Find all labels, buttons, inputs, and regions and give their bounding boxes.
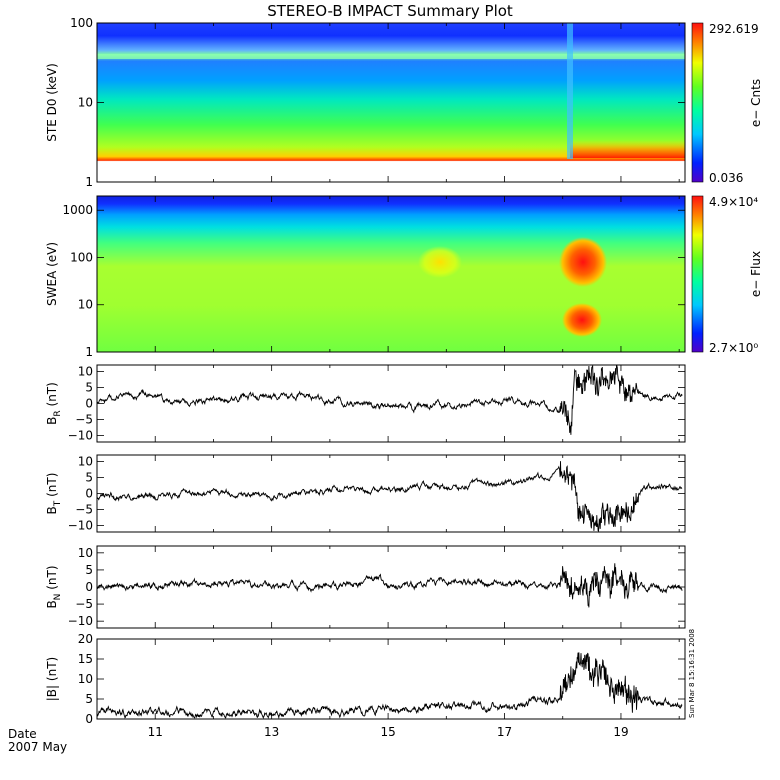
ste-colorbar-min: 0.036: [709, 171, 743, 185]
y-axis-label-main: B: [45, 417, 59, 425]
y-tick-label: 5: [85, 563, 93, 577]
field-series-3: [96, 461, 683, 532]
y-tick-label: 5: [85, 380, 93, 394]
date-label: Date: [8, 727, 37, 741]
ste-colorbar-max: 292.619: [709, 22, 759, 36]
y-axis-label: |B| (nT): [45, 657, 59, 701]
y-tick-label: 10: [78, 298, 93, 312]
field-series-2: [96, 364, 683, 435]
y-tick-label: 1000: [62, 203, 93, 217]
y-tick-label: −10: [68, 519, 93, 533]
panel-frame-5: [96, 638, 686, 720]
y-tick-label: −5: [75, 597, 93, 611]
field-series-5: [96, 652, 683, 720]
ste-colorbar-label: e− Cnts: [749, 79, 763, 127]
y-tick-label: 20: [78, 632, 93, 646]
y-tick-label: 1: [85, 175, 93, 189]
x-tick-label: 15: [380, 725, 395, 739]
y-tick-label: −10: [68, 429, 93, 443]
y-tick-label: 0: [85, 397, 93, 411]
ste-late-enhancement: [570, 140, 685, 158]
y-axis-label-unit: (nT): [45, 657, 59, 681]
magnetic-field-lines: [96, 364, 683, 720]
y-tick-label: 10: [78, 454, 93, 468]
y-tick-label: 5: [85, 470, 93, 484]
y-tick-label: 0: [85, 712, 93, 726]
y-axis-label-main: B: [45, 600, 59, 608]
x-tick-label: 19: [613, 725, 628, 739]
y-tick-label: −5: [75, 503, 93, 517]
swea-colorbar-min: 2.7×10⁰: [709, 341, 758, 355]
y-axis-label: SWEA (eV): [45, 242, 59, 306]
y-tick-label: 10: [78, 546, 93, 560]
y-axis-label-sub: N: [53, 594, 63, 601]
swea-enhancement-a: [418, 246, 462, 278]
plot-title: STEREO-B IMPACT Summary Plot: [267, 2, 513, 20]
y-axis-label-unit: (nT): [45, 473, 59, 497]
y-tick-label: 10: [78, 364, 93, 378]
y-axis-label-unit: (nT): [45, 382, 59, 406]
swea-hotspot-upper: [559, 237, 607, 287]
swea-hotspot-lower: [562, 303, 602, 337]
y-axis-label-sub: T: [53, 500, 63, 507]
y-axis-label-main: |B|: [45, 685, 59, 701]
ste-colorbar: 292.619 0.036 e− Cnts: [691, 22, 763, 185]
y-axis-label-sub: R: [53, 410, 63, 416]
y-axis-label: BT (nT): [45, 473, 63, 515]
y-axis-label-main: B: [45, 506, 59, 514]
y-tick-label: 15: [78, 652, 93, 666]
swea-colorbar: 4.9×10⁴ 2.7×10⁰ e− Flux: [691, 195, 763, 355]
ste-spectrogram-panel: [96, 22, 686, 183]
date-sub-label: 2007 May: [8, 740, 67, 754]
field-series-4: [96, 563, 683, 608]
y-tick-label: −10: [68, 614, 93, 628]
y-tick-label: 5: [85, 692, 93, 706]
y-tick-label: 10: [78, 672, 93, 686]
x-tick-label: 17: [497, 725, 512, 739]
y-axis-label-unit: (nT): [45, 565, 59, 589]
y-tick-label: −5: [75, 413, 93, 427]
x-tick-label: 13: [264, 725, 279, 739]
y-tick-label: 100: [70, 250, 93, 264]
swea-colorbar-ramp: [691, 195, 704, 353]
swea-spectrogram-panel: [96, 195, 686, 353]
panel-frame-4: [96, 545, 686, 629]
ste-colorbar-ramp: [691, 22, 704, 183]
ste-spectrogram-image: [97, 23, 685, 182]
y-axis-label: BR (nT): [45, 382, 63, 425]
y-tick-label: 10: [78, 96, 93, 110]
swea-frame: [96, 195, 686, 353]
y-tick-label: 0: [85, 487, 93, 501]
y-tick-label: 100: [70, 16, 93, 30]
y-tick-label: 0: [85, 580, 93, 594]
generation-timestamp: Sun Mar 8 15:16:31 2008: [688, 629, 696, 718]
x-tick-label: 11: [148, 725, 163, 739]
swea-colorbar-max: 4.9×10⁴: [709, 195, 758, 209]
swea-colorbar-label: e− Flux: [749, 251, 763, 297]
ste-gap-stripe: [97, 54, 685, 59]
panel-frame-2: [96, 364, 686, 443]
y-axis-label: STE D0 (keV): [45, 63, 59, 142]
ste-dropout: [567, 23, 573, 159]
y-axis-label: BN (nT): [45, 565, 63, 608]
y-tick-label: 1: [85, 345, 93, 359]
